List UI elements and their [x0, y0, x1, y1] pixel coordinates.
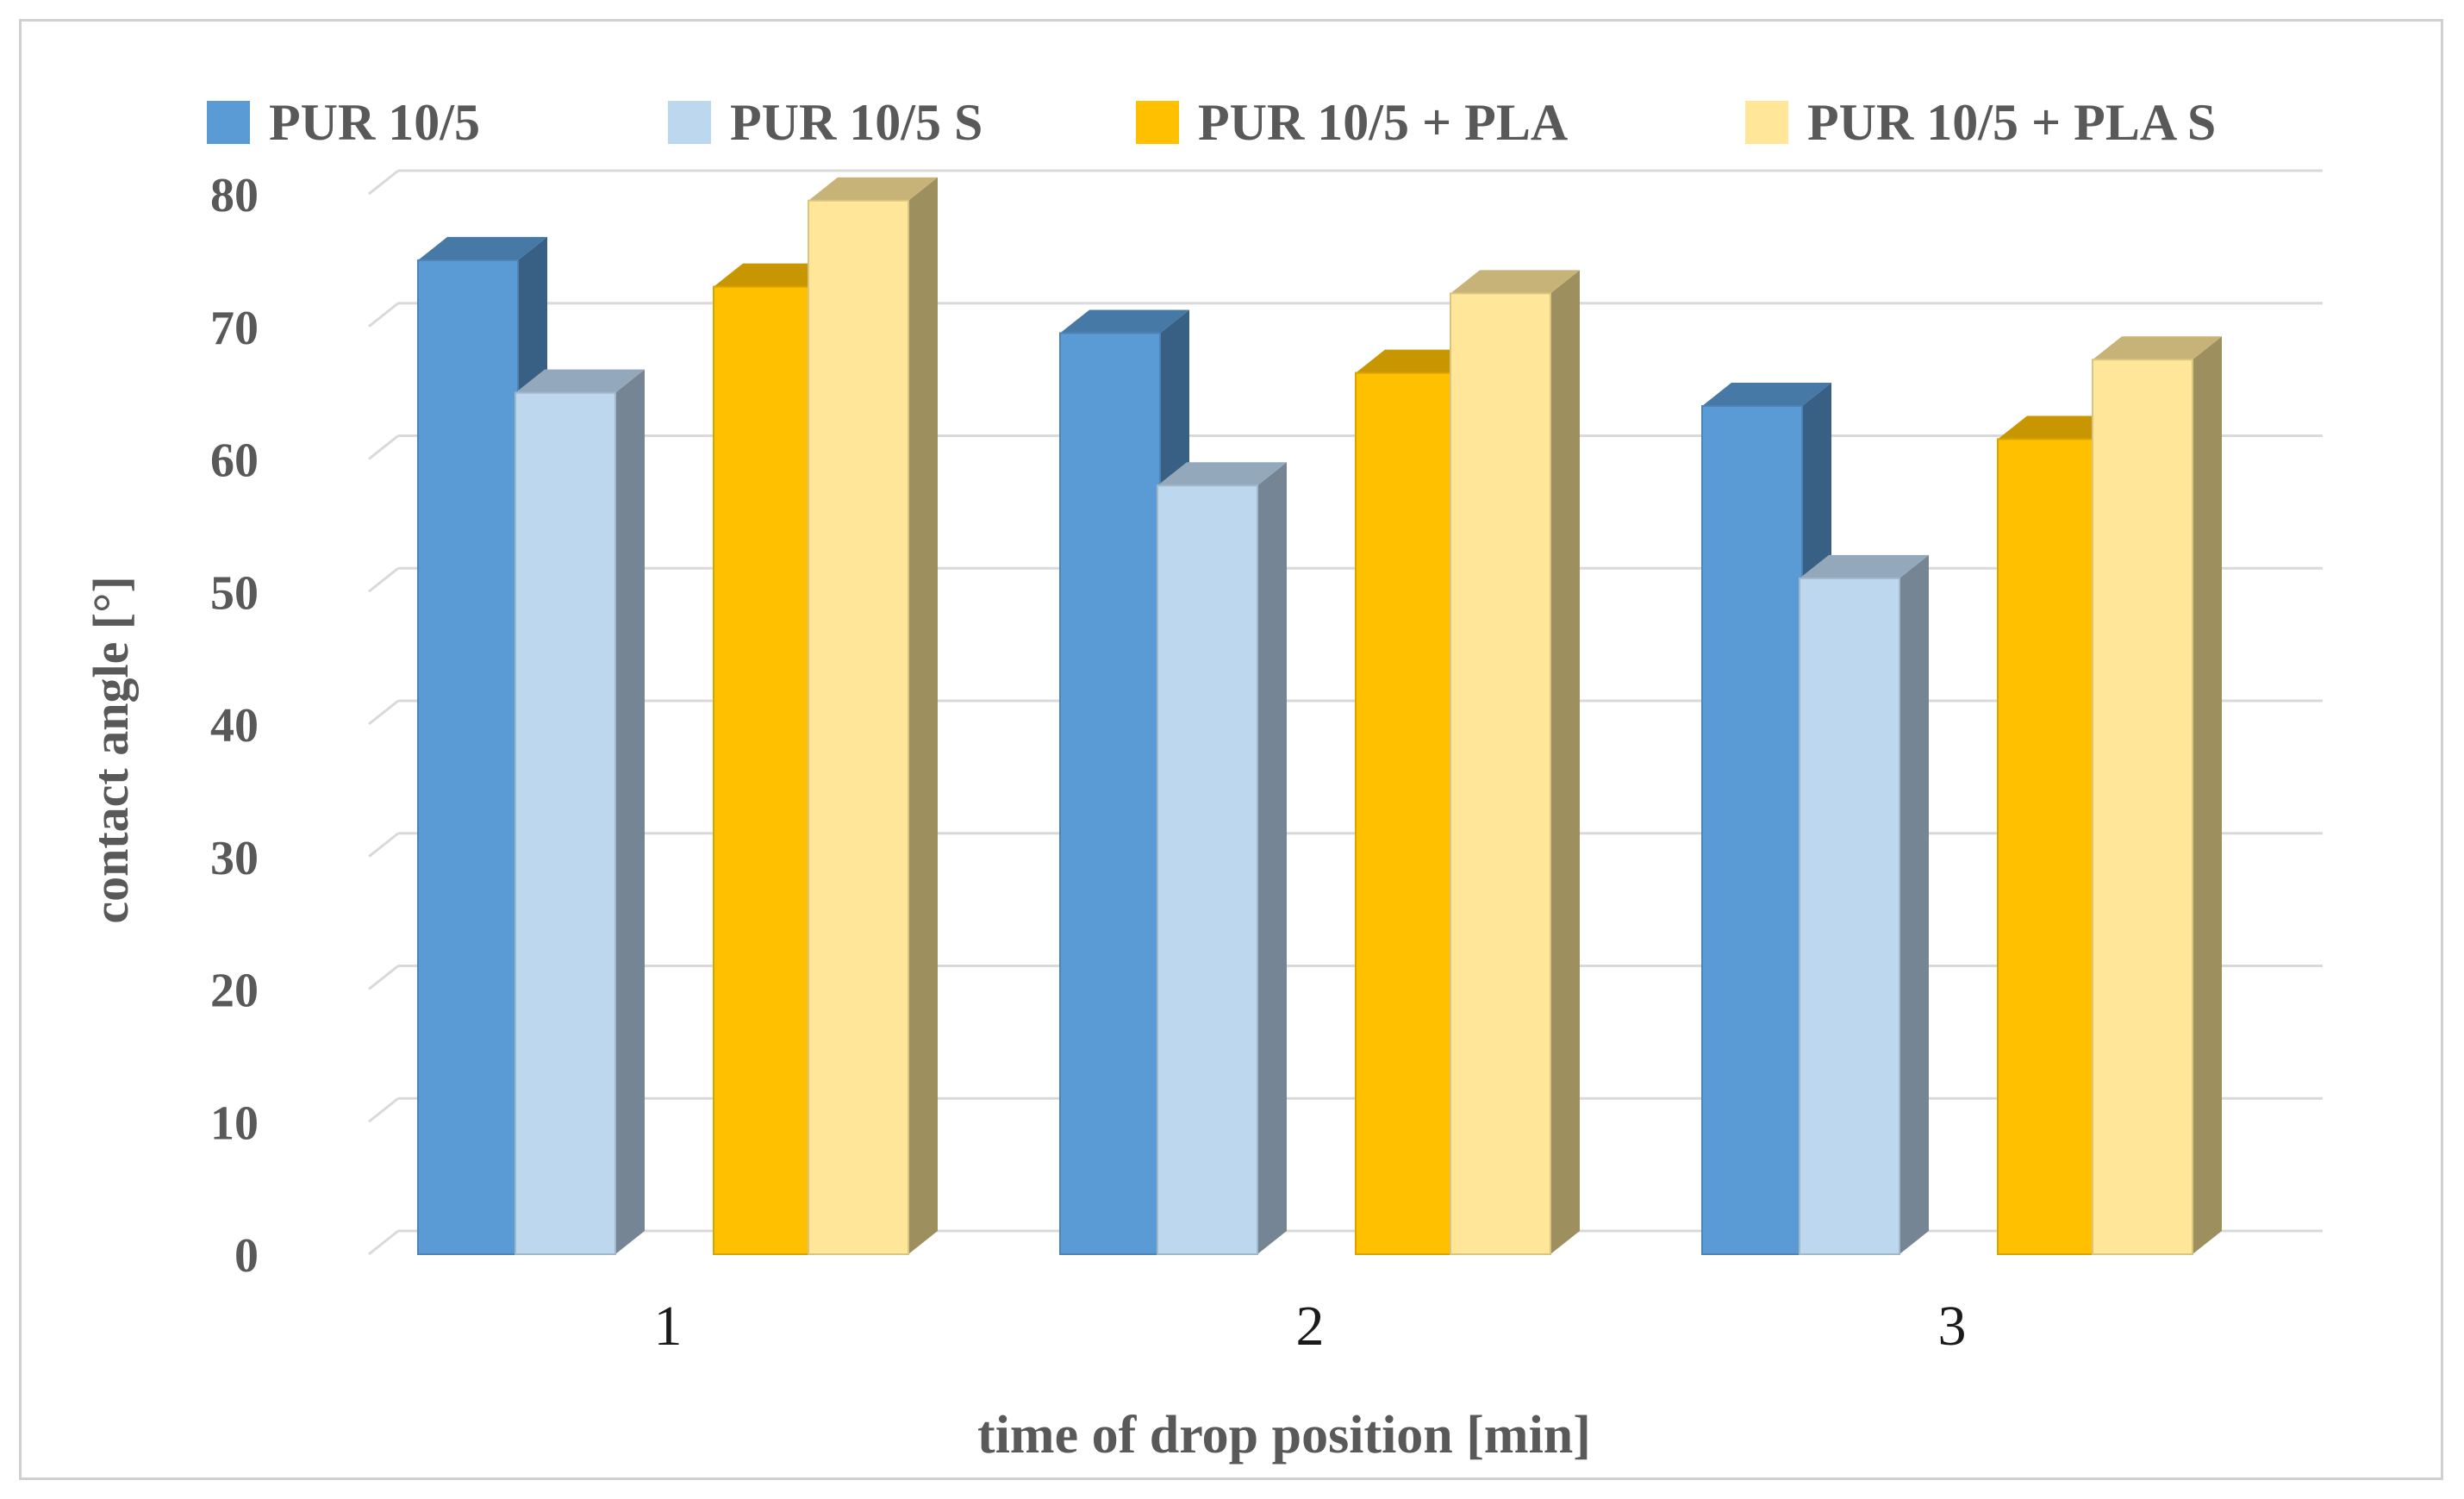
y-tick-label: 80 — [210, 169, 259, 222]
bar-front — [1799, 577, 1900, 1255]
bar-front — [1059, 332, 1161, 1255]
legend-label: PUR 10/5 + PLA — [1198, 94, 1568, 151]
gridline-depth — [368, 302, 399, 328]
bar-front — [713, 285, 814, 1255]
gridline-depth — [368, 965, 399, 990]
x-tick-label: 2 — [1296, 1295, 1325, 1358]
y-axis-label: contact angle [°] — [83, 576, 139, 923]
bar — [808, 177, 938, 1255]
bar-side — [2193, 336, 2222, 1254]
x-axis-ticks: 1 2 3 — [654, 1295, 1967, 1358]
y-tick-label: 0 — [234, 1229, 259, 1283]
y-axis-ticks: 0 10 20 30 40 50 60 70 80 — [210, 169, 259, 1283]
bar-front — [1701, 405, 1803, 1255]
bar-side — [908, 177, 938, 1254]
bar — [2092, 336, 2222, 1255]
gridline-depth — [368, 1097, 399, 1123]
bar-side — [615, 369, 645, 1254]
bar-top — [2093, 336, 2222, 360]
bar-front — [1997, 438, 2099, 1255]
bar-front — [1355, 372, 1457, 1255]
bar — [515, 369, 645, 1255]
gridline-depth — [368, 699, 399, 726]
bar — [1799, 554, 1929, 1255]
legend: PUR 10/5 PUR 10/5 S PUR 10/5 + PLA PUR 10/5… — [207, 94, 2216, 151]
y-tick-label: 50 — [210, 566, 259, 620]
bar-top — [1157, 462, 1287, 486]
bar-front — [417, 259, 519, 1255]
bar — [1450, 270, 1580, 1255]
gridline-depth — [368, 169, 399, 196]
bar-front — [2092, 359, 2193, 1255]
legend-swatch — [1745, 101, 1788, 144]
legend-swatch — [207, 101, 250, 144]
bar-front — [1157, 484, 1258, 1255]
legend-label: PUR 10/5 + PLA S — [1807, 94, 2216, 151]
y-tick-label: 20 — [210, 965, 259, 1018]
legend-item: PUR 10/5 + PLA S — [1745, 94, 2216, 151]
bar-side — [1257, 462, 1287, 1254]
bar-top — [515, 369, 645, 393]
legend-swatch — [1136, 101, 1179, 144]
bar-front — [1450, 292, 1551, 1255]
gridline-depth — [368, 434, 399, 460]
bar-front — [808, 199, 909, 1255]
legend-item: PUR 10/5 + PLA — [1136, 94, 1568, 151]
bar-front — [515, 391, 616, 1255]
legend-label: PUR 10/5 — [269, 94, 480, 151]
y-tick-label: 70 — [210, 302, 259, 355]
legend-item: PUR 10/5 — [207, 94, 480, 151]
y-tick-label: 40 — [210, 699, 259, 753]
x-axis-label: time of drop position [min] — [977, 1406, 1591, 1465]
gridline-depth — [368, 832, 399, 858]
gridline-depth — [368, 1229, 399, 1256]
legend-swatch — [668, 101, 711, 144]
bars — [417, 177, 2222, 1255]
legend-label: PUR 10/5 S — [730, 94, 982, 151]
gridline-depth — [368, 567, 399, 593]
x-tick-label: 3 — [1938, 1295, 1967, 1358]
y-tick-label: 60 — [210, 434, 259, 488]
x-tick-label: 1 — [654, 1295, 683, 1358]
legend-item: PUR 10/5 S — [668, 94, 982, 151]
bar-top — [1702, 383, 1831, 406]
bar — [1157, 462, 1287, 1255]
y-tick-label: 10 — [210, 1096, 259, 1150]
y-tick-label: 30 — [210, 832, 259, 885]
bar-top — [1450, 270, 1580, 294]
bar-top — [418, 236, 547, 260]
bar-side — [1899, 554, 1929, 1254]
bar-top — [808, 177, 938, 201]
bar-side — [1550, 270, 1580, 1254]
bar-top — [1060, 309, 1189, 334]
bar-top — [1800, 554, 1929, 578]
